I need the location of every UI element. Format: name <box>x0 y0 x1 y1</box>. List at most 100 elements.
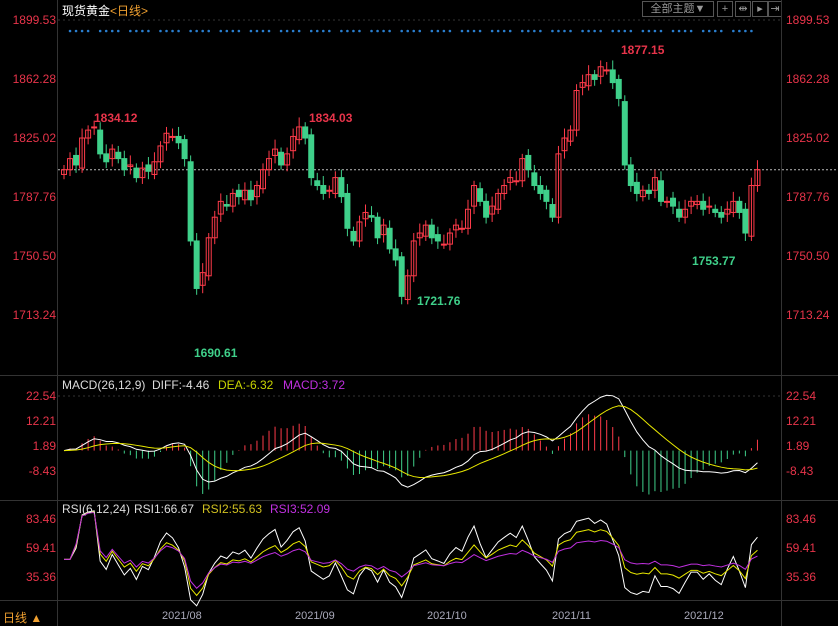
candle <box>229 192 236 207</box>
candle <box>368 215 375 218</box>
candle <box>452 224 459 231</box>
candle <box>103 153 110 163</box>
date-tick: 2021/09 <box>295 610 335 622</box>
candle <box>253 185 260 198</box>
price-axis-label: 1787.76 <box>12 189 56 204</box>
signal-dot <box>400 29 403 33</box>
signal-dot <box>110 29 114 33</box>
macd-axis-label: 1.89 <box>32 439 56 453</box>
signal-dot <box>496 29 500 33</box>
signal-dot <box>653 29 657 33</box>
signal-dot <box>195 29 198 33</box>
price-annotation: 1877.15 <box>621 43 665 57</box>
rsi-axis-label: 83.46 <box>786 512 817 526</box>
rsi-title: RSI(6,12,24) <box>62 502 131 516</box>
candle <box>205 237 212 277</box>
macd-dea: DEA:-6.32 <box>218 378 274 392</box>
candle <box>241 189 248 201</box>
signal-dot <box>490 29 494 33</box>
candle <box>79 137 86 169</box>
signal-dot <box>382 29 385 33</box>
candle <box>338 177 345 198</box>
diff-line <box>63 394 758 488</box>
candle <box>169 135 176 138</box>
rsi-axis-label: 59.41 <box>25 541 56 555</box>
theme-dropdown[interactable]: 全部主题▼ <box>642 1 714 17</box>
candle <box>621 101 628 166</box>
candle <box>290 135 297 152</box>
candle <box>61 169 67 175</box>
macd-axis-label: 22.54 <box>786 389 817 403</box>
candle <box>145 164 152 172</box>
candle <box>404 275 411 301</box>
date-tick: 2021/10 <box>427 610 467 622</box>
signal-dot <box>225 29 229 33</box>
candle <box>591 74 598 80</box>
candle <box>730 200 737 213</box>
signal-dot <box>159 29 162 33</box>
macd-axis-label: 22.54 <box>25 389 56 403</box>
signal-dot <box>527 29 530 33</box>
play-icon[interactable]: ▸ <box>752 1 768 17</box>
signal-dot <box>563 29 566 33</box>
price-axis-label: 1825.02 <box>12 130 56 145</box>
signal-dot <box>750 29 753 33</box>
candle <box>374 216 381 239</box>
candle <box>284 153 291 166</box>
period-switch[interactable]: 日线 ▲ <box>3 611 43 625</box>
signal-dot <box>297 29 301 33</box>
macd-axis-label: 1.89 <box>786 439 810 453</box>
signal-dot <box>177 29 180 33</box>
candle <box>350 230 357 242</box>
candle <box>133 167 140 179</box>
signal-dot <box>231 29 235 33</box>
date-tick: 2021/08 <box>162 610 202 622</box>
candle <box>495 192 502 210</box>
crosshair-icon[interactable]: + <box>717 1 733 17</box>
signal-dot <box>370 29 373 33</box>
period-label[interactable]: <日线> <box>110 4 149 18</box>
zoom-range-icon[interactable]: ⇹ <box>735 1 751 17</box>
candle <box>199 272 206 286</box>
candle <box>561 137 568 152</box>
candle <box>742 208 749 234</box>
candle <box>259 169 266 190</box>
candle <box>187 161 194 242</box>
price-annotation: 1721.76 <box>417 294 461 308</box>
signal-dot <box>267 29 271 33</box>
price-annotation: 1834.03 <box>309 111 353 125</box>
signal-dot <box>279 29 283 33</box>
signal-dot <box>719 29 723 33</box>
candle <box>440 243 447 246</box>
signal-dot <box>593 29 596 33</box>
candle <box>573 90 580 131</box>
signal-dot <box>135 29 138 33</box>
date-tick: 2021/11 <box>552 610 591 622</box>
price-annotation: 1753.77 <box>692 254 736 268</box>
signal-dot <box>129 29 132 33</box>
signal-dot <box>641 29 645 33</box>
candle <box>314 180 321 187</box>
macd-axis-label: 12.21 <box>786 414 817 429</box>
signal-dot <box>569 29 572 33</box>
candle <box>67 158 74 171</box>
candle <box>392 248 399 261</box>
price-axis-label: 1825.02 <box>786 130 830 145</box>
macd-axis-label: -8.43 <box>28 464 56 478</box>
rsi3-line <box>64 511 758 589</box>
signal-dot <box>557 29 560 33</box>
candle <box>235 189 242 198</box>
candle <box>446 232 453 245</box>
candle <box>531 172 538 187</box>
candle <box>296 126 303 141</box>
candle <box>302 126 309 139</box>
candle <box>651 177 658 191</box>
candle <box>97 129 104 155</box>
candle <box>639 189 646 198</box>
rsi2-line <box>64 511 758 597</box>
signal-dot <box>189 29 192 33</box>
signal-dot <box>599 29 602 33</box>
signal-dot <box>285 29 289 33</box>
instrument-title: 现货黄金 <box>62 4 111 18</box>
